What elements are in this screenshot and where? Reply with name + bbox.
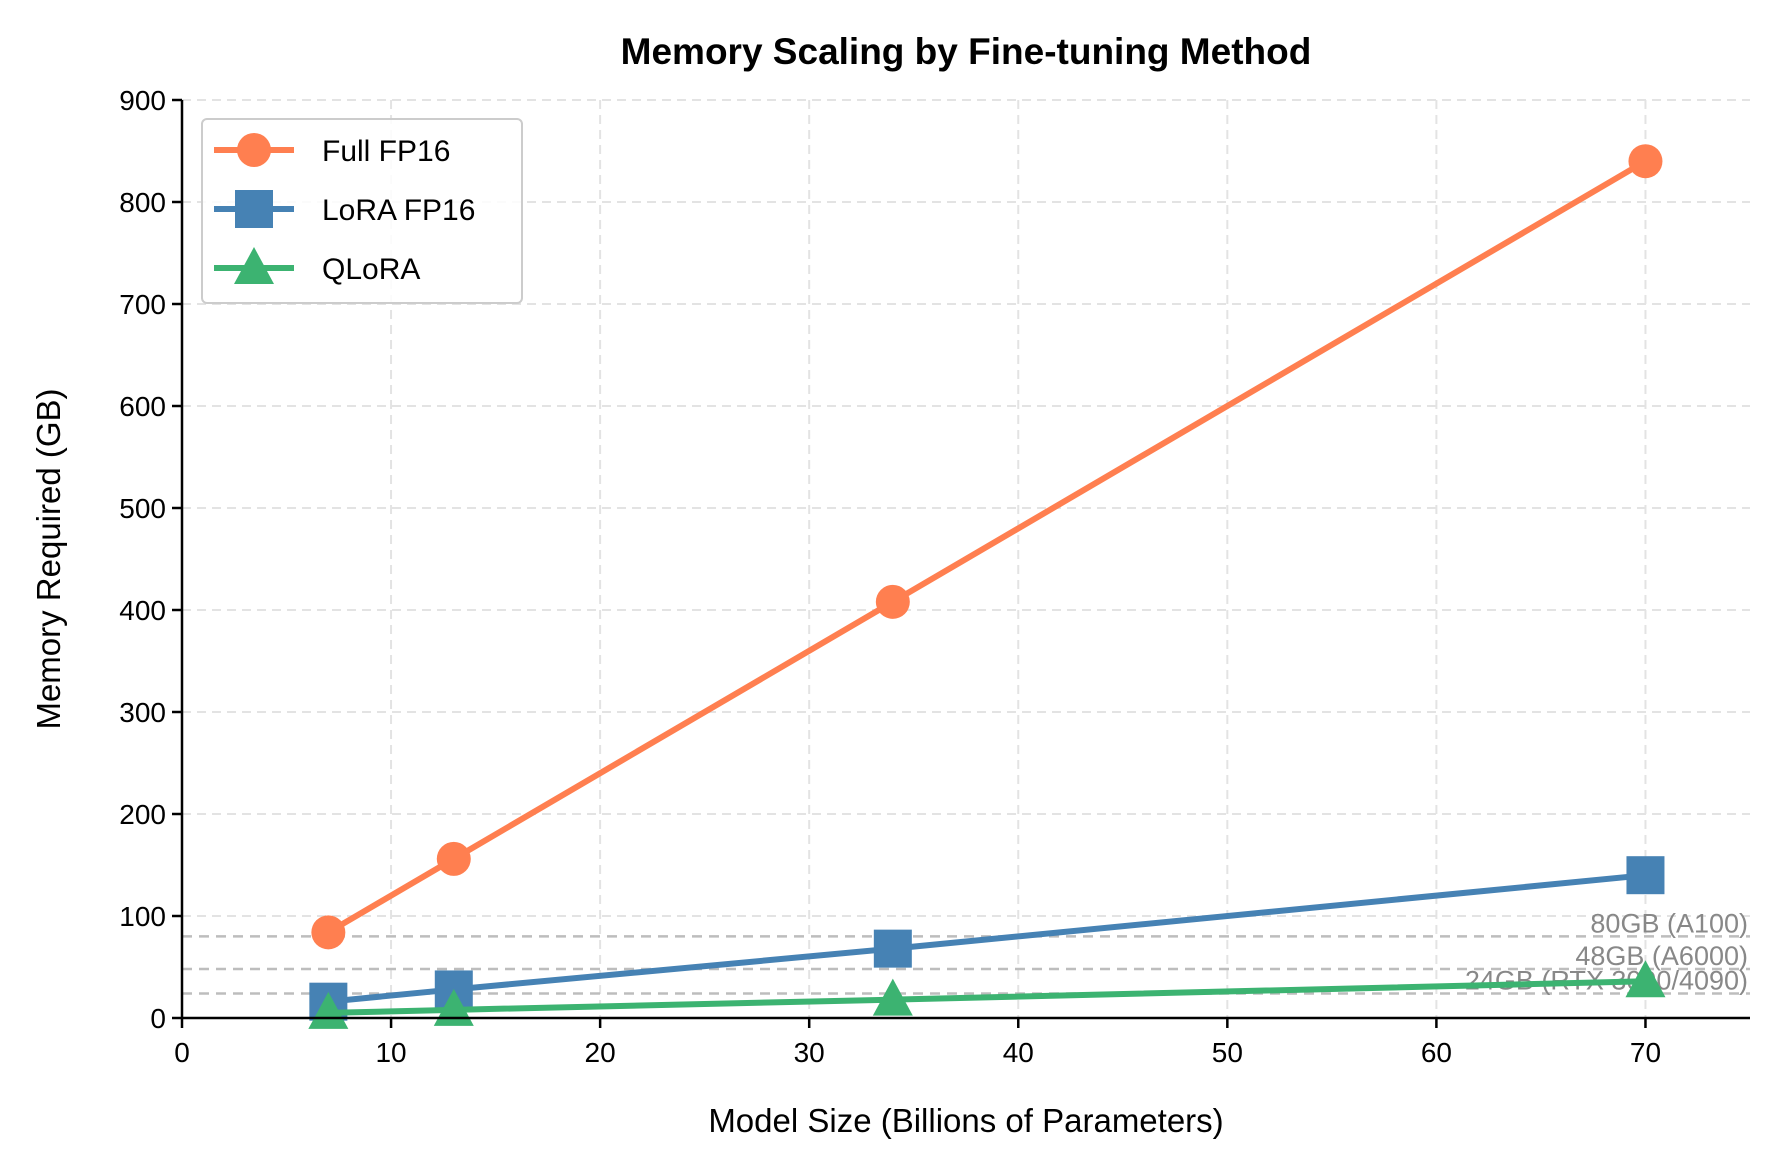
y-axis-label: Memory Required (GB) [30, 388, 67, 729]
series-line [326, 158, 1647, 935]
x-tick-label: 20 [585, 1037, 616, 1068]
data-point [875, 584, 910, 619]
data-point [873, 929, 912, 968]
data-point [1626, 856, 1665, 895]
y-tick-label: 600 [119, 391, 166, 422]
legend-box [201, 118, 523, 304]
y-tick-label: 300 [119, 697, 166, 728]
legend-label: QLoRA [322, 253, 420, 286]
data-point [436, 841, 471, 876]
reference-line-label: 80GB (A100) [1590, 908, 1748, 938]
x-tick-label: 60 [1421, 1037, 1452, 1068]
series-line [328, 872, 1646, 1005]
grid [181, 99, 1750, 1019]
x-tick-label: 70 [1630, 1037, 1661, 1068]
axes: 0 10 20 30 40 50 60 700100200300400500600700800… [119, 85, 1750, 1068]
x-tick-label: 10 [375, 1037, 406, 1068]
legend-marker [235, 190, 273, 228]
series-line [328, 978, 1646, 1016]
y-tick-label: 500 [119, 493, 166, 524]
y-tick-label: 900 [119, 85, 166, 116]
data-point [1628, 144, 1663, 179]
data-point [872, 978, 913, 1016]
legend-label: Full FP16 [322, 135, 450, 168]
series-lora-fp16 [309, 856, 1665, 1021]
chart-title: Memory Scaling by Fine-tuning Method [621, 31, 1312, 72]
reference-lines: 80GB (A100)48GB (A6000)24GB (RTX 3090/40… [182, 908, 1750, 996]
x-tick-label: 40 [1003, 1037, 1034, 1068]
y-tick-label: 400 [119, 595, 166, 626]
reference-line-label: 48GB (A6000) [1575, 941, 1748, 971]
series-full-fp16 [311, 144, 1663, 950]
legend-label: LoRA FP16 [322, 194, 475, 227]
legend-marker [237, 133, 271, 167]
y-tick-label: 200 [119, 799, 166, 830]
y-tick-label: 800 [119, 187, 166, 218]
y-tick-label: 100 [119, 901, 166, 932]
data-point [1625, 960, 1666, 998]
y-tick-label: 700 [119, 289, 166, 320]
series-layer [308, 144, 1666, 1029]
x-tick-label: 0 [174, 1037, 190, 1068]
legend-marker [234, 247, 274, 284]
data-point [308, 991, 349, 1029]
x-tick-label: 50 [1212, 1037, 1243, 1068]
legend: Full FP16 LoRA FP16 QLoRA [201, 118, 523, 304]
data-point [311, 915, 346, 950]
x-tick-label: 30 [794, 1037, 825, 1068]
x-axis-label: Model Size (Billions of Parameters) [708, 1102, 1223, 1139]
series-qlora [308, 960, 1666, 1029]
y-tick-label: 0 [150, 1003, 166, 1034]
data-point [433, 988, 474, 1026]
